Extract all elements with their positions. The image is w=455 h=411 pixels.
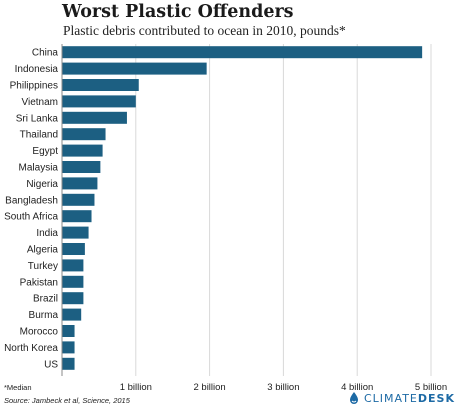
bar [62,357,75,370]
bar [62,79,139,91]
category-label: India [36,228,58,239]
bar [62,46,423,59]
footnote: *Median [4,383,32,392]
x-tick-label: 2 billion [193,382,225,393]
category-label: Egypt [32,146,58,157]
bar [62,128,106,141]
bar [62,259,84,272]
x-tick-label: 3 billion [267,382,299,393]
climate-desk-logo: CLIMATE DESK [347,391,455,405]
bar [62,275,84,288]
category-label: China [32,48,59,59]
bar [62,308,82,321]
source-note: Source: Jambeck et al, Science, 2015 [4,396,130,405]
category-label: Thailand [20,130,58,141]
bar [62,62,207,75]
x-tick-label: 5 billion [415,382,447,393]
bar [62,226,89,239]
category-label: Algeria [27,245,59,256]
category-label: US [44,359,58,370]
bar [62,193,95,206]
category-label: North Korea [4,343,58,354]
bar [62,111,127,124]
bar [62,95,136,108]
water-drop-icon [350,392,358,404]
x-tick-label: 4 billion [341,382,373,393]
category-label: Bangladesh [5,195,58,206]
logo-text-climate: CLIMATE [364,391,418,405]
category-label: South Africa [4,212,58,223]
bar [62,210,92,223]
x-tick-label: 1 billion [120,382,152,393]
bar [62,292,84,305]
category-label: Pakistan [20,277,58,288]
bar [62,144,103,157]
category-label: Nigeria [26,179,58,190]
bar [62,161,101,173]
category-label: Turkey [28,261,58,272]
category-label: Morocco [20,327,59,338]
bar [62,341,75,354]
logo-text-desk: DESK [417,391,455,405]
bar [62,243,85,255]
chart-title: Worst Plastic Offenders [62,2,294,22]
category-label: Indonesia [15,64,59,75]
category-label: Sri Lanka [16,113,59,124]
chart-subtitle: Plastic debris contributed to ocean in 2… [63,23,346,38]
bar [62,325,75,337]
category-label: Philippines [10,81,58,92]
bar [62,177,98,190]
category-label: Malaysia [19,163,59,174]
category-label: Brazil [33,294,58,305]
category-label: Vietnam [21,97,58,108]
category-label: Burma [29,310,59,321]
